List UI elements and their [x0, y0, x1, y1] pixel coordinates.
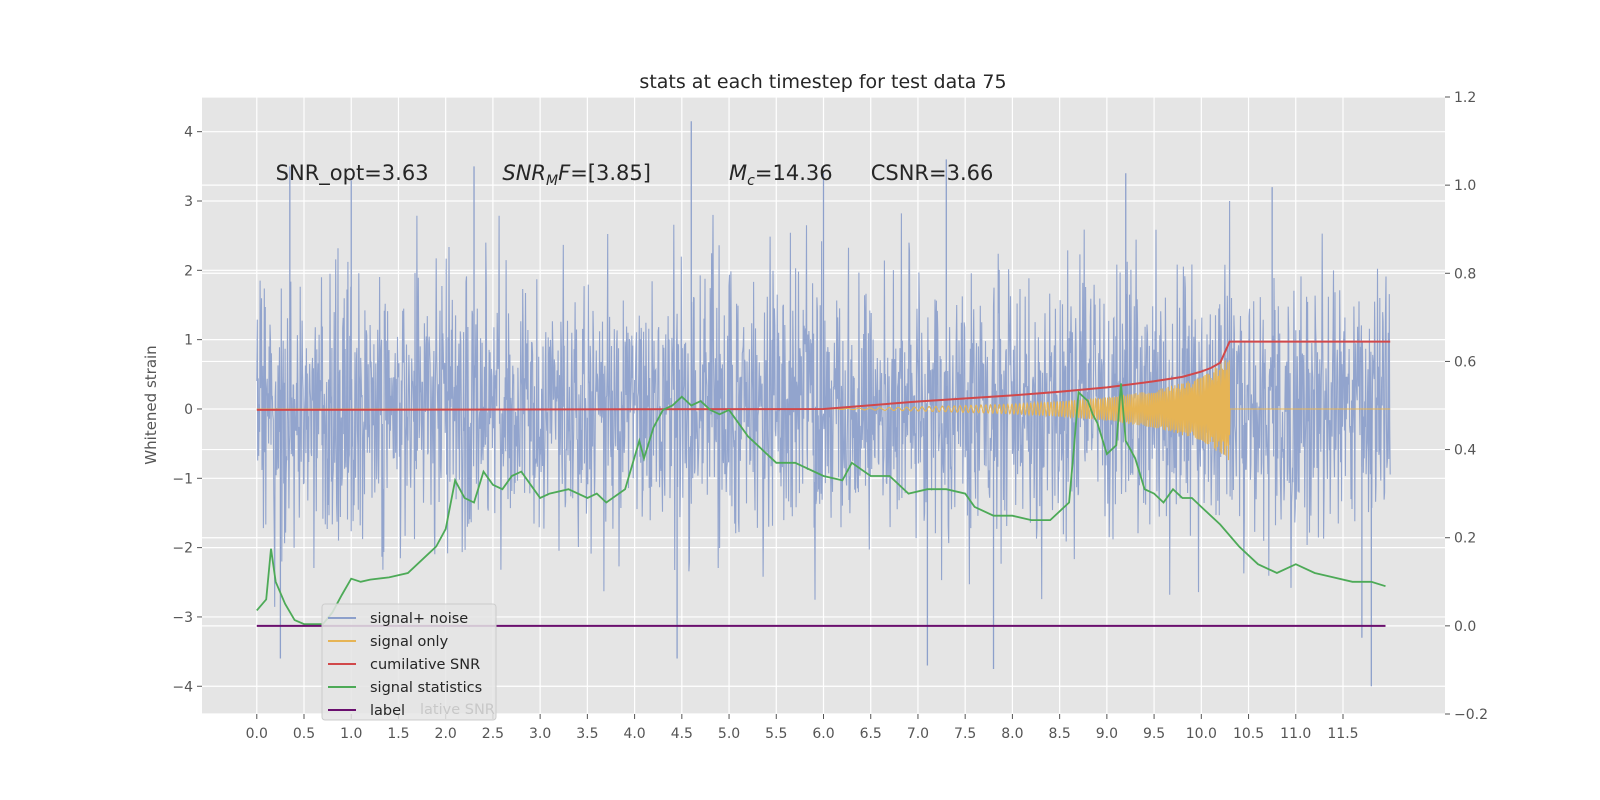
- legend-box: [321, 603, 497, 721]
- annotations: SNR_opt=3.63 SNRMF=[3.85] Mc=14.36 CSNR=3.6…: [276, 161, 994, 189]
- x-tick-label: 7.0: [907, 726, 929, 742]
- plot-area: [256, 121, 1391, 687]
- x-tick-label: 9.0: [1096, 726, 1118, 742]
- x-tick-label: 0.5: [293, 726, 315, 742]
- y-tick-label: −4: [172, 679, 193, 695]
- x-tick-label: 5.0: [718, 726, 740, 742]
- x-tick-label: 3.0: [529, 726, 551, 742]
- x-tick-label: 5.5: [765, 726, 787, 742]
- x-tick-label: 6.0: [812, 726, 834, 742]
- x-tick-label: 3.5: [576, 726, 598, 742]
- annotation: CSNR=3.66: [871, 161, 994, 185]
- y-tick-label: 3: [184, 194, 193, 210]
- legend: lative SNR signal+ noise signal only cumila…: [321, 603, 497, 721]
- legend-label: signal only: [370, 634, 449, 650]
- x-tick-label: 11.5: [1327, 726, 1358, 742]
- axes: 0.0 0.5 1.0 1.5 2.0 2.5 3.0 3.5 4.0 4.5 5.0 5.5 6.0 6…: [172, 90, 1488, 742]
- y-tick-label: −3: [172, 610, 193, 626]
- y2-tick-label: 0.4: [1454, 443, 1476, 459]
- y-tick-label: −2: [172, 541, 193, 557]
- y2-tick-label: 0.2: [1454, 531, 1476, 547]
- y-tick-label: −1: [172, 471, 193, 487]
- x-tick-label: 8.5: [1048, 726, 1070, 742]
- x-tick-label: 2.5: [482, 726, 504, 742]
- legend-ghost-text: lative SNR: [420, 702, 495, 718]
- legend-label: signal+ noise: [370, 611, 468, 627]
- y2-tick-label: −0.2: [1454, 707, 1488, 723]
- x-tick-label: 4.0: [623, 726, 645, 742]
- x-tick-label: 9.5: [1143, 726, 1165, 742]
- y2-tick-label: 0.6: [1454, 354, 1476, 370]
- y2-tick-label: 0.8: [1454, 266, 1476, 282]
- x-tick-label: 8.0: [1001, 726, 1023, 742]
- y2-tick-label: 1.2: [1454, 90, 1476, 106]
- y-tick-label: 1: [184, 333, 193, 349]
- series-signal-statistics: [256, 383, 1386, 625]
- series-cumulative-snr: [256, 340, 1391, 411]
- legend-label: cumilative SNR: [370, 657, 480, 673]
- y2-tick-label: 0.0: [1454, 619, 1476, 635]
- x-tick-label: 0.0: [246, 726, 268, 742]
- x-tick-label: 2.0: [435, 726, 457, 742]
- x-tick-label: 10.0: [1186, 726, 1217, 742]
- y-axis-label: Whitened strain: [142, 345, 160, 464]
- annotation: SNR_opt=3.63: [276, 161, 429, 186]
- y-tick-label: 0: [184, 402, 193, 418]
- x-tick-label: 6.5: [860, 726, 882, 742]
- chart-title: stats at each timestep for test data 75: [639, 71, 1006, 93]
- x-tick-label: 4.5: [671, 726, 693, 742]
- series-signal-noise: [256, 200, 1391, 607]
- x-tick-label: 11.0: [1280, 726, 1311, 742]
- x-tick-label: 10.5: [1233, 726, 1264, 742]
- x-tick-label: 1.5: [387, 726, 409, 742]
- y-tick-label: 2: [184, 263, 193, 279]
- legend-label: signal statistics: [370, 680, 482, 696]
- legend-label: label: [370, 703, 405, 719]
- x-tick-label: 7.5: [954, 726, 976, 742]
- annotation: SNRMF=[3.85]: [502, 161, 651, 189]
- y2-tick-label: 1.0: [1454, 178, 1476, 194]
- y-tick-label: 4: [184, 125, 193, 141]
- annotation: Mc=14.36: [729, 161, 833, 189]
- x-tick-label: 1.0: [340, 726, 362, 742]
